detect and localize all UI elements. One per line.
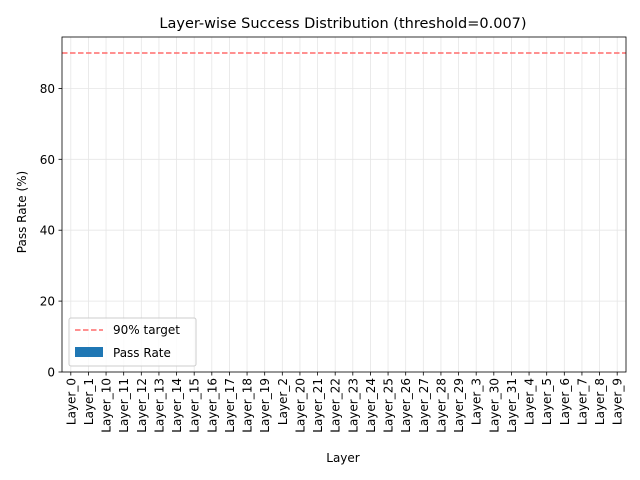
x-tick-label: Layer_28	[434, 378, 448, 433]
plot-frame	[61, 36, 627, 373]
x-tick-label: Layer_24	[364, 378, 378, 433]
x-tick-label: Layer_18	[241, 378, 255, 433]
y-tick-label: 80	[40, 82, 55, 96]
legend: 90% target Pass Rate	[68, 317, 197, 367]
x-tick-label: Layer_19	[258, 378, 272, 433]
y-tick-label: 60	[40, 153, 55, 167]
y-axis-label: Pass Rate (%)	[15, 171, 29, 253]
y-tick-label: 40	[40, 224, 55, 238]
x-tick-label: Layer_9	[611, 378, 625, 425]
x-tick-label: Layer_26	[399, 378, 413, 433]
x-axis-label: Layer	[326, 451, 360, 465]
x-tick-label: Layer_20	[293, 378, 307, 433]
x-tick-label: Layer_25	[382, 378, 396, 433]
x-tick-label: Layer_2	[276, 378, 290, 425]
x-tick-label: Layer_13	[152, 378, 166, 433]
y-tick-label: 20	[40, 295, 55, 309]
x-tick-label: Layer_7	[575, 378, 589, 425]
x-tick-label: Layer_30	[487, 378, 501, 433]
x-tick-label: Layer_11	[117, 378, 131, 433]
x-tick-label: Layer_0	[64, 378, 78, 425]
x-tick-label: Layer_8	[593, 378, 607, 425]
x-tick-label: Layer_5	[540, 378, 554, 425]
x-tick-label: Layer_14	[170, 378, 184, 433]
legend-pass-rate-label: Pass Rate	[113, 346, 171, 360]
x-tick-label: Layer_12	[135, 378, 149, 433]
x-tick-label: Layer_17	[223, 378, 237, 433]
x-tick-label: Layer_4	[523, 378, 537, 425]
x-tick-label: Layer_27	[417, 378, 431, 433]
x-tick-label: Layer_3	[470, 378, 484, 425]
x-tick-label: Layer_31	[505, 378, 519, 433]
x-tick-label: Layer_23	[346, 378, 360, 433]
x-tick-label: Layer_21	[311, 378, 325, 433]
y-axis: 0 20 40 60 80	[40, 82, 62, 380]
x-tick-label: Layer_10	[100, 378, 114, 433]
x-tick-label: Layer_1	[82, 378, 96, 425]
chart-title: Layer-wise Success Distribution (thresho…	[159, 16, 526, 32]
grid	[62, 37, 626, 373]
legend-pass-rate-swatch	[75, 347, 103, 357]
y-tick-label: 0	[47, 366, 55, 380]
x-tick-label: Layer_16	[205, 378, 219, 433]
x-tick-label: Layer_22	[329, 378, 343, 433]
x-tick-label: Layer_15	[188, 378, 202, 433]
x-tick-label: Layer_6	[558, 378, 572, 425]
x-tick-label: Layer_29	[452, 378, 466, 433]
x-axis: Layer_0 Layer_1 Layer_10 Layer_11 Layer_12 La…	[64, 372, 625, 433]
legend-target-label: 90% target	[113, 323, 180, 337]
